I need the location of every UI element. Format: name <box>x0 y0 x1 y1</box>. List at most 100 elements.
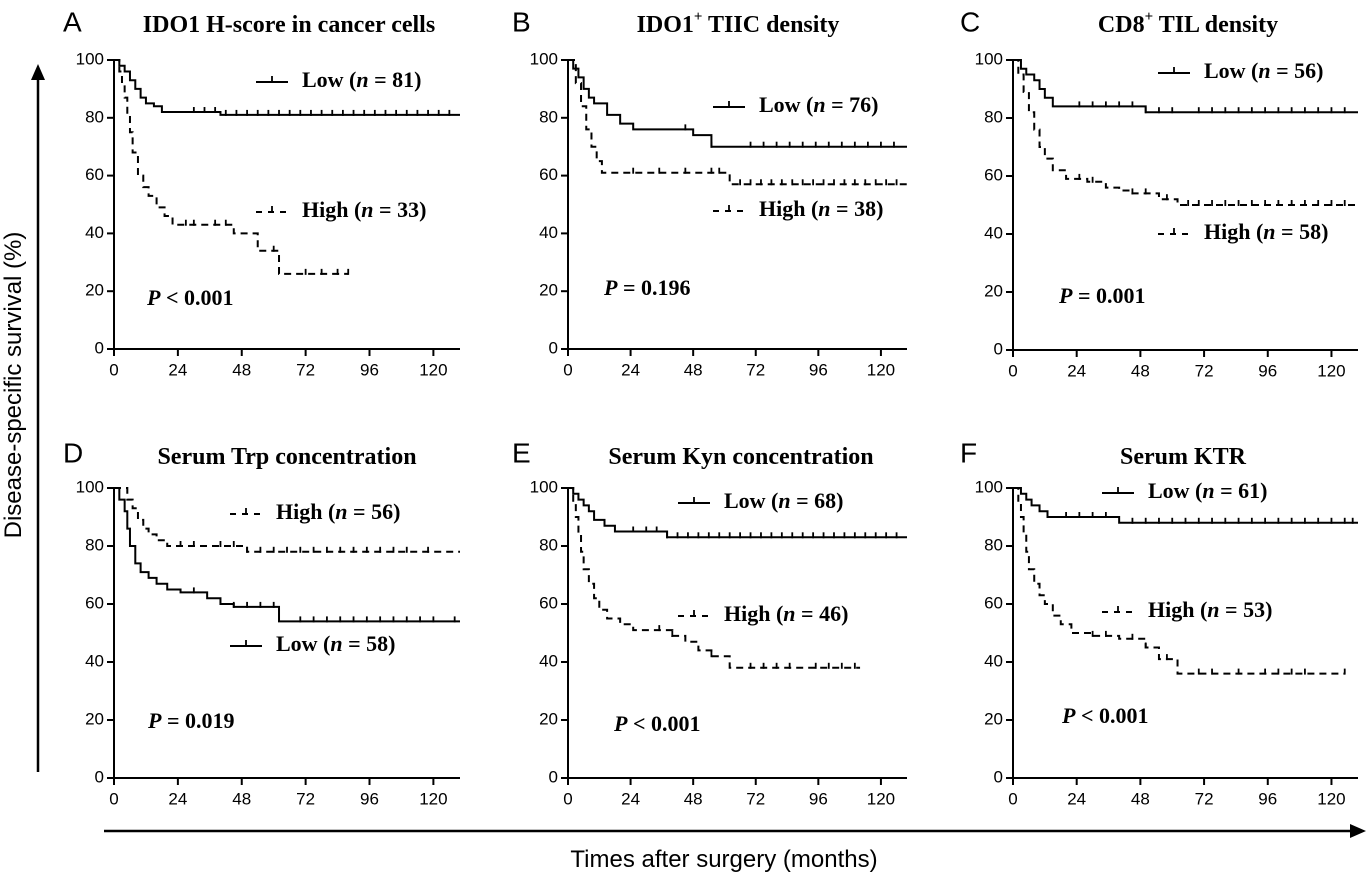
p-value-label: P = 0.019 <box>147 708 235 733</box>
y-tick-label: 0 <box>95 338 104 357</box>
p-value-label: P = 0.001 <box>1058 283 1146 308</box>
y-tick-label: 0 <box>994 767 1003 786</box>
x-axis-arrowhead <box>1350 824 1366 838</box>
y-tick-label: 20 <box>85 281 104 300</box>
legend-label: High (n = 38) <box>759 196 883 221</box>
survival-curve-high <box>1013 59 1358 206</box>
survival-curve-low <box>568 59 907 148</box>
legend-entry-high: High (n = 53) <box>1102 597 1272 622</box>
x-tick-label: 72 <box>296 360 315 379</box>
x-tick-label: 0 <box>563 789 572 808</box>
panel-title: IDO1 H-score in cancer cells <box>143 12 435 38</box>
y-tick-label: 80 <box>539 535 558 554</box>
shared-x-axis: Times after surgery (months) <box>104 824 1366 873</box>
x-tick-label: 48 <box>232 789 251 808</box>
shared-y-axis: Disease-specific survival (%) <box>0 64 45 772</box>
y-tick-label: 0 <box>549 338 558 357</box>
x-tick-label: 48 <box>1131 361 1150 380</box>
y-tick-label: 100 <box>76 49 104 68</box>
y-tick-label: 60 <box>984 593 1003 612</box>
x-tick-label: 72 <box>296 789 315 808</box>
x-tick-label: 48 <box>684 360 703 379</box>
legend-entry-low: Low (n = 61) <box>1102 478 1268 503</box>
panel-letter: F <box>960 437 977 468</box>
x-tick-label: 120 <box>867 789 895 808</box>
panel-e: E Serum Kyn concentration 0 20 40 60 80 100 0 24 4… <box>512 437 907 808</box>
panel-c: C CD8+ TIL density 0 20 40 60 80 100 0 24 48 72 96 12… <box>960 6 1358 380</box>
y-tick-label: 60 <box>85 165 104 184</box>
y-tick-label: 0 <box>549 767 558 786</box>
x-tick-label: 120 <box>419 360 447 379</box>
panel-letter: B <box>512 6 531 37</box>
legend-entry-low: Low (n = 58) <box>230 631 396 656</box>
x-tick-label: 48 <box>232 360 251 379</box>
y-tick-label: 0 <box>994 339 1003 358</box>
survival-curve-high <box>568 487 861 669</box>
y-tick-label: 100 <box>975 477 1003 496</box>
x-tick-label: 24 <box>168 789 187 808</box>
y-tick-label: 40 <box>539 223 558 242</box>
legend-label: Low (n = 58) <box>276 631 396 656</box>
survival-curve-low <box>1013 487 1358 524</box>
legend-entry-high: High (n = 56) <box>230 499 400 524</box>
p-value-label: P = 0.196 <box>603 275 691 300</box>
y-tick-label: 40 <box>85 223 104 242</box>
x-tick-label: 120 <box>419 789 447 808</box>
y-tick-label: 20 <box>539 281 558 300</box>
y-tick-label: 80 <box>984 535 1003 554</box>
panel-letter: D <box>63 437 83 468</box>
legend-label: Low (n = 61) <box>1148 478 1268 503</box>
x-tick-label: 96 <box>360 360 379 379</box>
legend-label: High (n = 58) <box>1204 219 1328 244</box>
y-tick-label: 100 <box>530 477 558 496</box>
legend-label: High (n = 56) <box>276 499 400 524</box>
x-tick-label: 72 <box>746 789 765 808</box>
x-tick-label: 120 <box>867 360 895 379</box>
x-tick-label: 0 <box>109 360 118 379</box>
panel-title: Serum Trp concentration <box>157 444 416 470</box>
p-value-label: P < 0.001 <box>146 285 234 310</box>
panel-a: A IDO1 H-score in cancer cells 0 20 40 60 80 10… <box>63 6 460 379</box>
legend-entry-low: Low (n = 76) <box>713 92 879 117</box>
legend-entry-low: Low (n = 81) <box>256 67 422 92</box>
legend-label: Low (n = 56) <box>1204 58 1324 83</box>
legend-label: High (n = 33) <box>302 197 426 222</box>
survival-curve-low <box>114 487 460 623</box>
panel-letter: E <box>512 437 531 468</box>
y-axis-arrowhead <box>31 64 45 80</box>
x-tick-label: 48 <box>684 789 703 808</box>
y-tick-label: 40 <box>984 651 1003 670</box>
y-tick-label: 40 <box>85 651 104 670</box>
x-tick-label: 72 <box>746 360 765 379</box>
legend-entry-high: High (n = 38) <box>713 196 883 221</box>
y-tick-label: 60 <box>539 165 558 184</box>
panel-d: D Serum Trp concentration 0 20 40 60 80 100 0 24 4… <box>63 437 460 808</box>
y-tick-label: 40 <box>539 651 558 670</box>
x-tick-label: 96 <box>809 789 828 808</box>
panel-title: IDO1+ TIIC density <box>637 9 840 37</box>
survival-curve-low <box>114 59 460 116</box>
x-tick-label: 96 <box>360 789 379 808</box>
x-tick-label: 120 <box>1317 789 1345 808</box>
x-tick-label: 120 <box>1317 361 1345 380</box>
x-tick-label: 24 <box>621 360 640 379</box>
y-tick-label: 80 <box>85 107 104 126</box>
legend-entry-high: High (n = 46) <box>678 601 848 626</box>
y-tick-label: 40 <box>984 223 1003 242</box>
y-tick-label: 100 <box>530 49 558 68</box>
x-tick-label: 0 <box>563 360 572 379</box>
legend-entry-low: Low (n = 56) <box>1158 58 1324 83</box>
x-tick-label: 96 <box>1258 789 1277 808</box>
x-tick-label: 72 <box>1195 361 1214 380</box>
x-tick-label: 48 <box>1131 789 1150 808</box>
x-tick-label: 24 <box>1067 789 1086 808</box>
x-tick-label: 96 <box>1258 361 1277 380</box>
survival-curve-high <box>1013 487 1345 675</box>
x-tick-label: 0 <box>1008 361 1017 380</box>
survival-curve-high <box>568 59 907 186</box>
y-tick-label: 80 <box>85 535 104 554</box>
legend-label: Low (n = 81) <box>302 67 422 92</box>
panel-title: Serum Kyn concentration <box>608 444 873 470</box>
y-tick-label: 20 <box>984 709 1003 728</box>
